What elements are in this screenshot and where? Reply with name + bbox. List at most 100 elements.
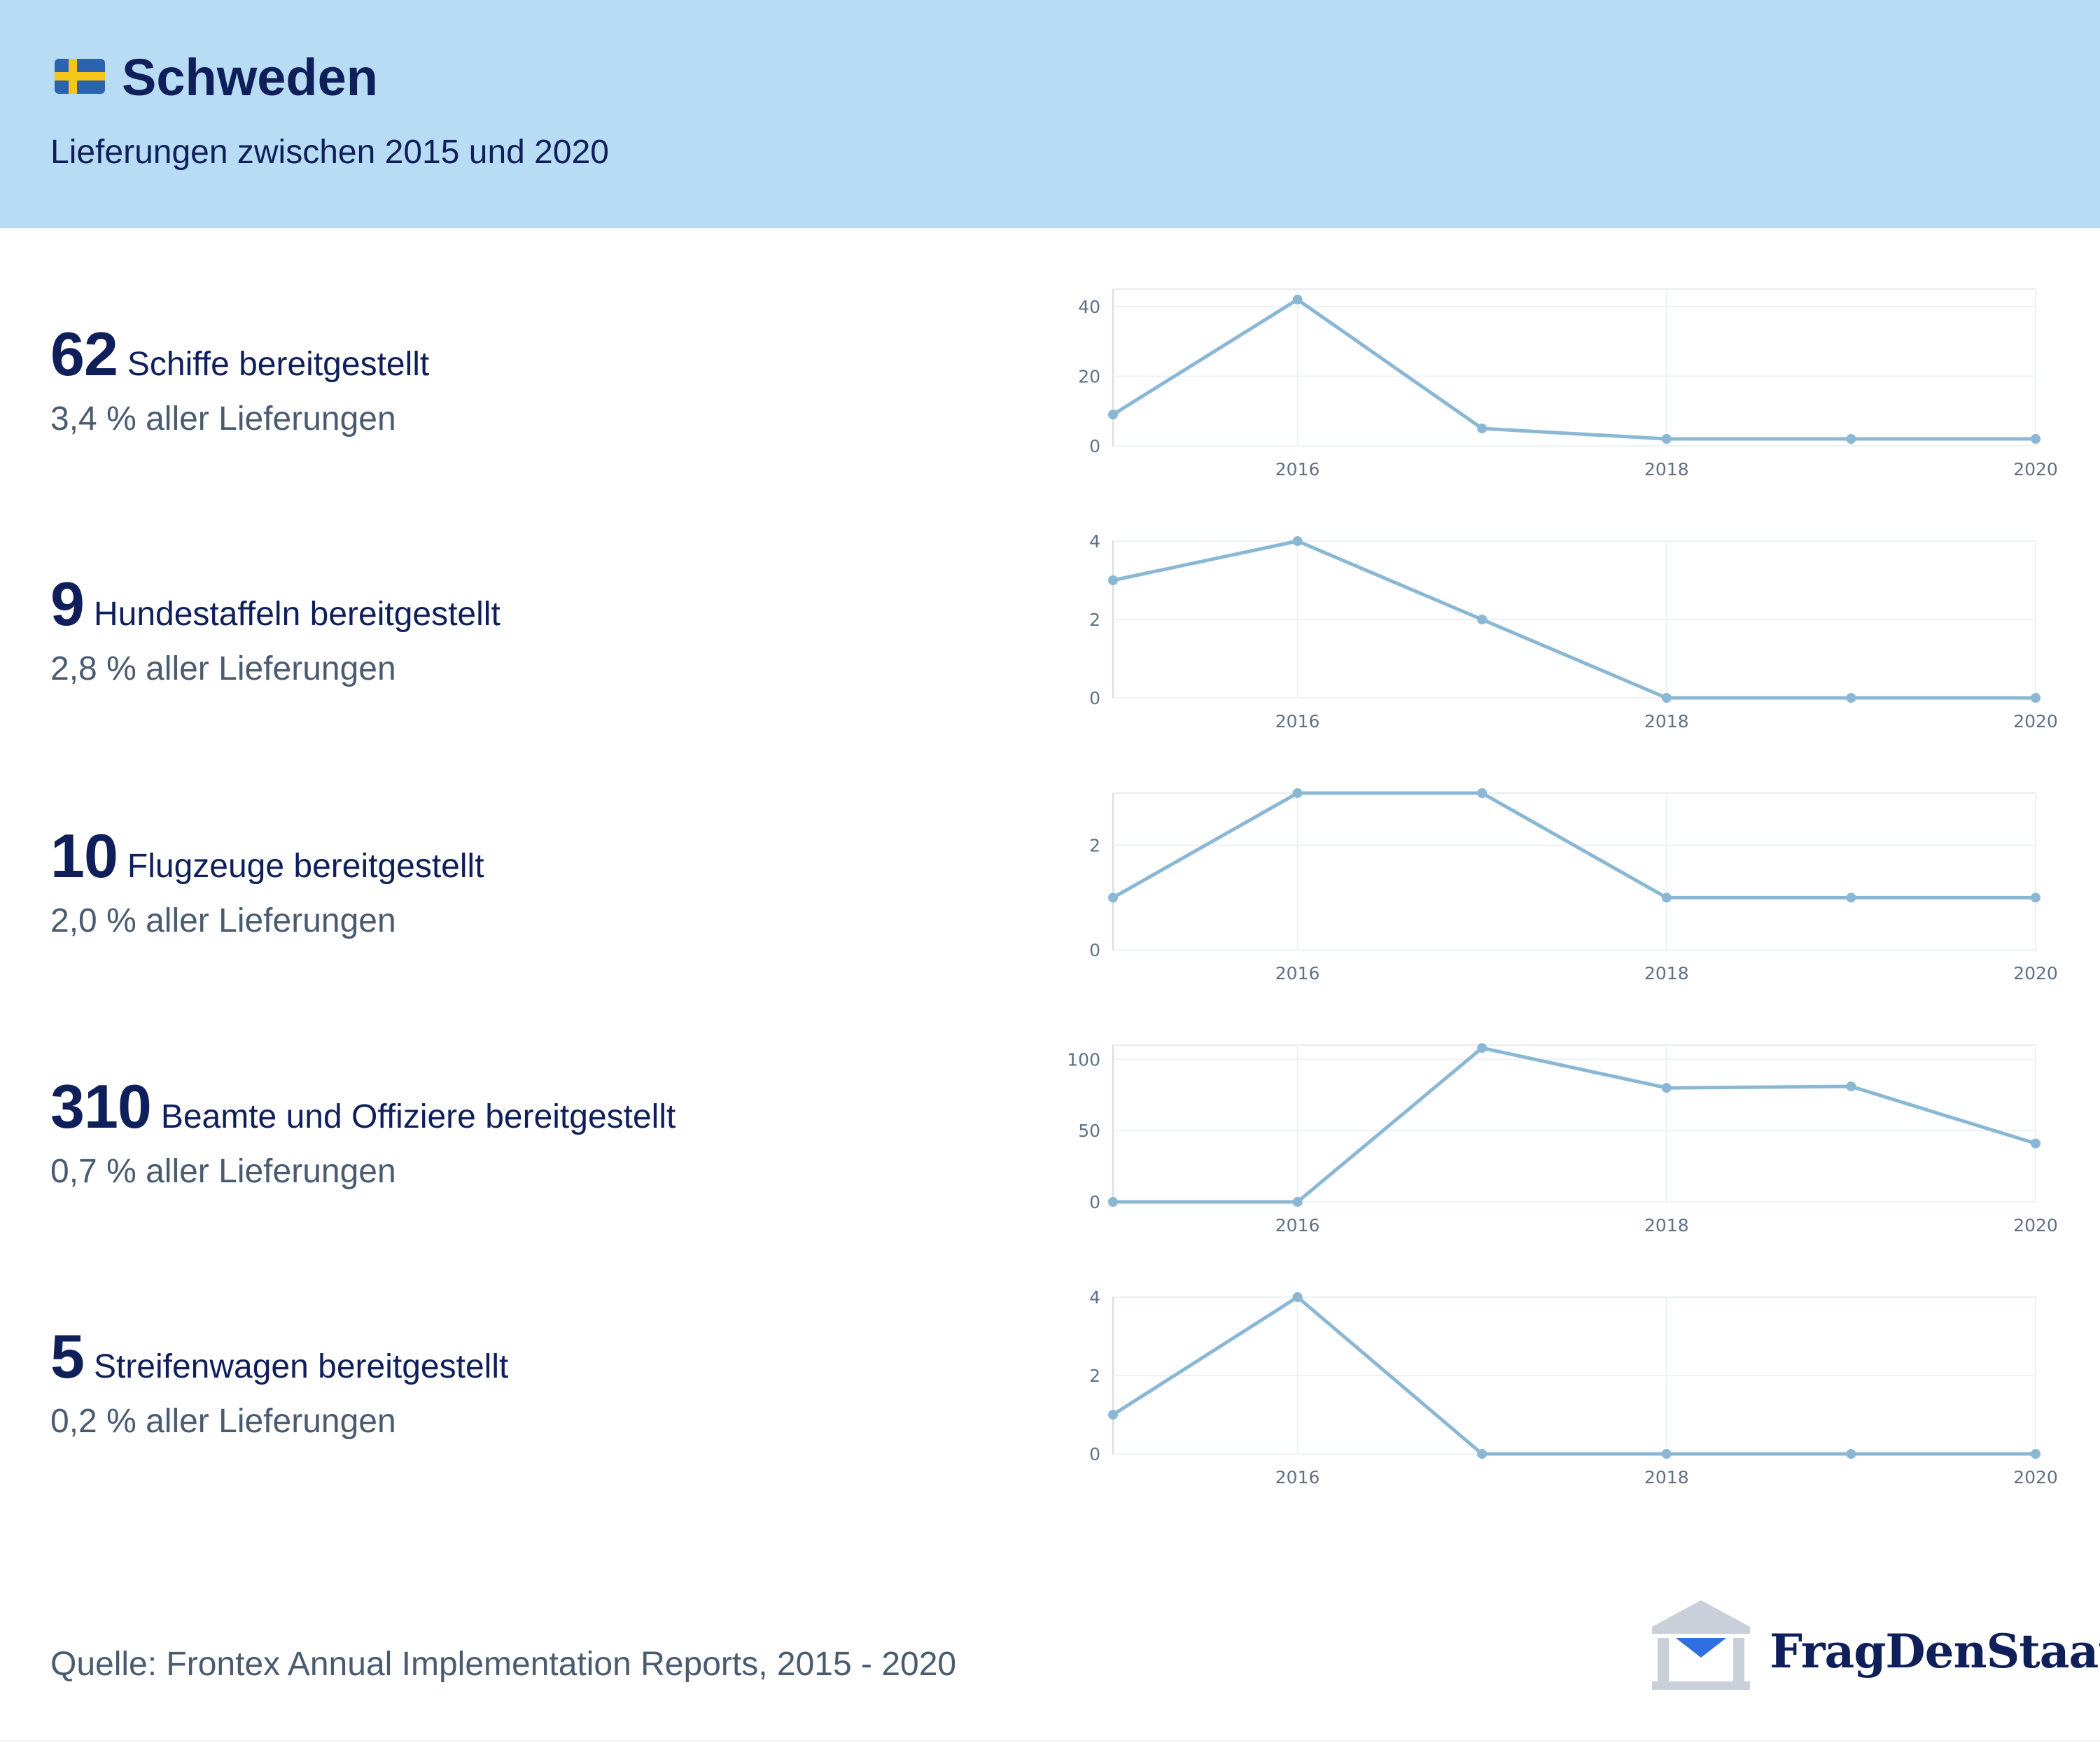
source-note: Quelle: Frontex Annual Implementation Re… [50,1646,957,1683]
metric-patrol-cars: 5 Streifenwagen bereitgestellt 0,2 % alle… [50,1321,1044,1441]
page-subtitle: Lieferungen zwischen 2015 und 2020 [50,134,609,171]
x-tick-label: 2020 [2013,711,2058,732]
data-point [1477,424,1488,434]
line-chart: 0 2 4 2016 2018 2020 [1089,531,2058,732]
y-tick-label: 40 [1078,297,1100,317]
chart-officers: 0 50 100 2016 2018 2020 [1067,1032,2072,1242]
fragdenstaat-logo[interactable]: FragDenStaat [1645,1596,2100,1694]
metric-share: 3,4 % aller Lieferungen [50,400,396,438]
x-tick-label: 2016 [1275,711,1320,732]
x-tick-label: 2018 [1644,963,1689,983]
data-point [1108,1197,1118,1207]
data-point [1477,615,1488,624]
data-point [1846,892,1856,903]
y-tick-label: 2 [1089,1366,1100,1386]
y-tick-label: 50 [1078,1121,1100,1141]
data-point [1661,892,1672,903]
x-tick-label: 2020 [2013,1215,2058,1236]
fragdenstaat-building-icon [1652,1600,1750,1690]
data-point [1108,892,1118,903]
data-point [2031,1138,2040,1149]
x-tick-label: 2018 [1644,711,1689,732]
data-point [1661,693,1672,703]
metric-dog-units: 9 Hundestaffeln bereitgestellt 2,8 % alle… [50,568,1044,688]
x-tick-label: 2018 [1644,459,1689,479]
x-tick-label: 2016 [1275,1467,1320,1488]
data-point [2031,892,2040,903]
sweden-flag-icon [55,59,105,94]
x-tick-label: 2018 [1644,1215,1689,1236]
metric-label: Beamte und Offiziere bereitgestellt [160,1098,676,1135]
y-tick-label: 0 [1089,436,1100,456]
data-point [1846,1082,1856,1092]
chart-ships: 0 20 40 2016 2018 2020 [1078,276,2072,486]
plot-frame [1112,792,2036,951]
line-chart: 0 20 40 2016 2018 2020 [1078,288,2058,479]
data-point [1108,1410,1118,1420]
data-point [1477,1043,1488,1054]
chart-aircraft: 0 2 2016 2018 2020 [1078,780,2072,990]
y-tick-label: 0 [1089,1444,1100,1464]
x-tick-label: 2016 [1275,963,1320,983]
metric-share: 2,8 % aller Lieferungen [50,650,396,687]
y-tick-label: 2 [1089,836,1100,856]
metric-value: 10 [50,821,118,890]
data-point [1292,1292,1303,1302]
country-title: Schweden [122,48,378,106]
data-point [1661,1083,1672,1093]
series-line [1112,791,2036,899]
data-point [2031,1449,2040,1459]
data-point [1477,1449,1488,1459]
data-point [1292,788,1303,798]
metric-value: 62 [50,319,118,388]
y-tick-label: 0 [1089,688,1100,708]
metric-aircraft: 10 Flugzeuge bereitgestellt 2,0 % aller L… [50,820,1044,940]
data-point [1661,434,1672,444]
y-tick-label: 100 [1067,1049,1100,1070]
y-tick-label: 2 [1089,610,1100,630]
data-point [1846,693,1856,703]
data-point [2031,434,2040,444]
metric-label: Hundestaffeln bereitgestellt [93,596,500,633]
metric-label: Flugzeuge bereitgestellt [127,848,484,885]
data-point [1846,1449,1856,1459]
chart-dog-units: 0 2 4 2016 2018 2020 [1078,528,2072,738]
y-tick-label: 0 [1089,940,1100,960]
line-chart: 0 50 100 2016 2018 2020 [1067,1043,2058,1236]
data-point [1292,1197,1303,1207]
plot-frame [1112,288,2036,447]
divider [0,1740,2100,1742]
chart-patrol-cars: 0 2 4 2016 2018 2020 [1078,1284,2072,1494]
x-tick-label: 2020 [2013,963,2058,983]
y-tick-label: 4 [1089,1287,1100,1308]
data-point [1661,1449,1672,1459]
metric-label: Schiffe bereitgestellt [127,346,430,383]
logo-text: FragDenStaat [1770,1624,2100,1679]
data-point [2031,693,2040,703]
metric-share: 0,2 % aller Lieferungen [50,1403,396,1440]
series-line [1112,539,2036,700]
line-chart: 0 2 2016 2018 2020 [1089,788,2058,983]
data-point [1292,294,1303,304]
metric-value: 9 [50,569,85,638]
x-tick-label: 2016 [1275,1215,1320,1236]
x-tick-label: 2020 [2013,1467,2058,1488]
data-point [1477,788,1488,798]
series-line [1112,1295,2036,1456]
header-banner: Schweden Lieferungen zwischen 2015 und 2… [0,0,2100,228]
x-tick-label: 2020 [2013,459,2058,479]
metric-officers: 310 Beamte und Offiziere bereitgestellt 0… [50,1071,1044,1191]
series-line [1112,298,2036,441]
series-line [1113,1046,2036,1204]
metric-value: 310 [50,1072,152,1141]
metric-label: Streifenwagen bereitgestellt [93,1348,509,1385]
x-tick-label: 2018 [1644,1467,1689,1488]
x-tick-label: 2016 [1275,459,1320,479]
metric-share: 0,7 % aller Lieferungen [50,1153,396,1190]
y-tick-label: 4 [1089,531,1100,552]
data-point [1292,536,1303,546]
metric-value: 5 [50,1322,85,1391]
data-point [1108,410,1118,420]
data-point [1846,434,1856,444]
y-tick-label: 0 [1089,1192,1100,1212]
